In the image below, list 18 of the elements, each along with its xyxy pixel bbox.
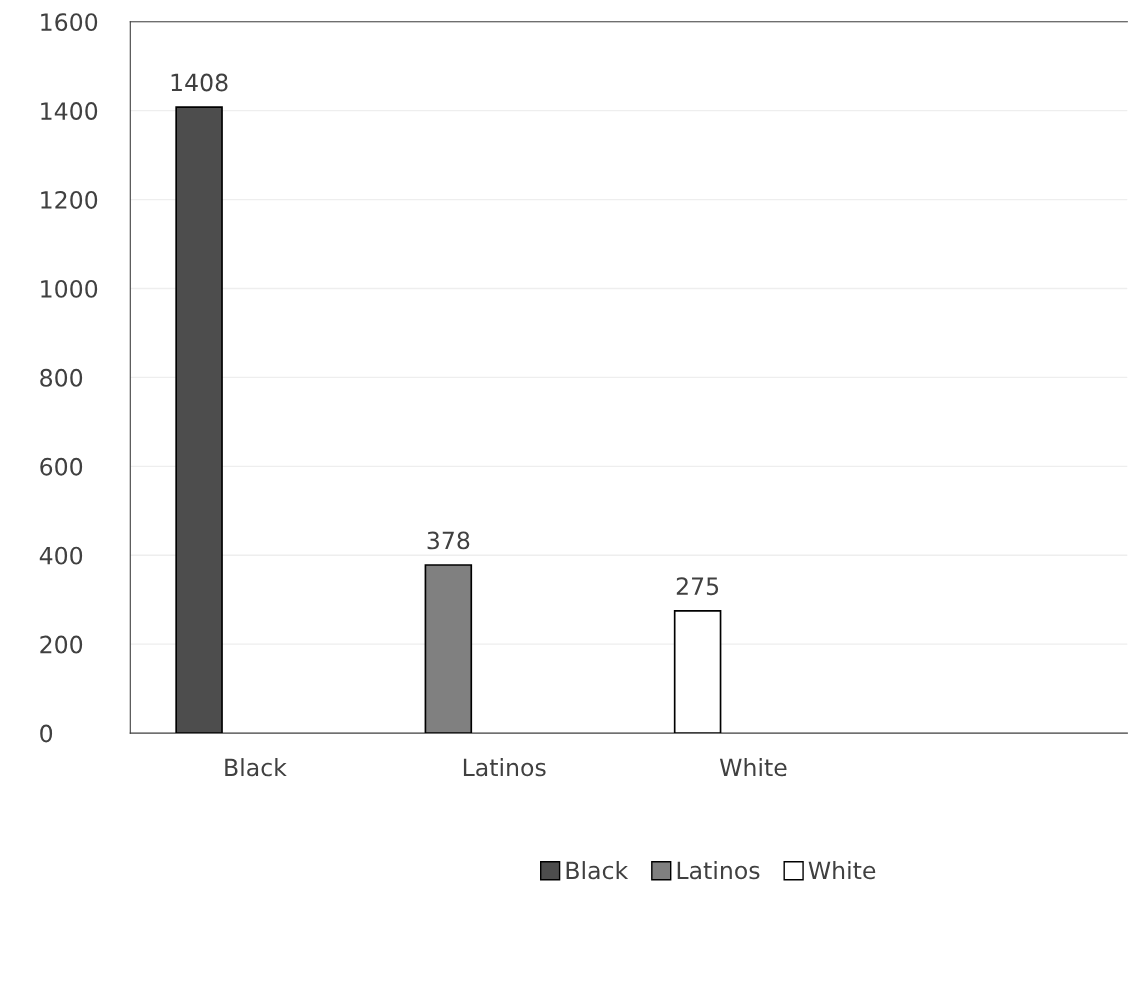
y-tick-label: 1400 (41, 102, 98, 120)
y-tick-label: 200 (40, 635, 83, 654)
data-label: 378 (427, 531, 470, 550)
y-tick-label: 1200 (41, 191, 98, 209)
x-tick-label: Latinos (463, 758, 546, 777)
data-label: 1408 (171, 73, 228, 92)
legend-label: Latinos (677, 861, 760, 880)
y-tick-label: 0 (40, 724, 53, 743)
legend-label: White (808, 861, 876, 880)
y-tick-label: 800 (40, 368, 83, 387)
x-tick-label: White (719, 758, 787, 777)
legend-label: Black (566, 861, 629, 880)
x-tick-label: Black (225, 758, 287, 777)
y-tick-label: 400 (39, 546, 83, 565)
y-tick-label: 1000 (41, 279, 98, 298)
data-label: 275 (676, 577, 719, 596)
y-tick-label: 1600 (41, 13, 98, 32)
y-tick-label: 600 (40, 457, 83, 476)
